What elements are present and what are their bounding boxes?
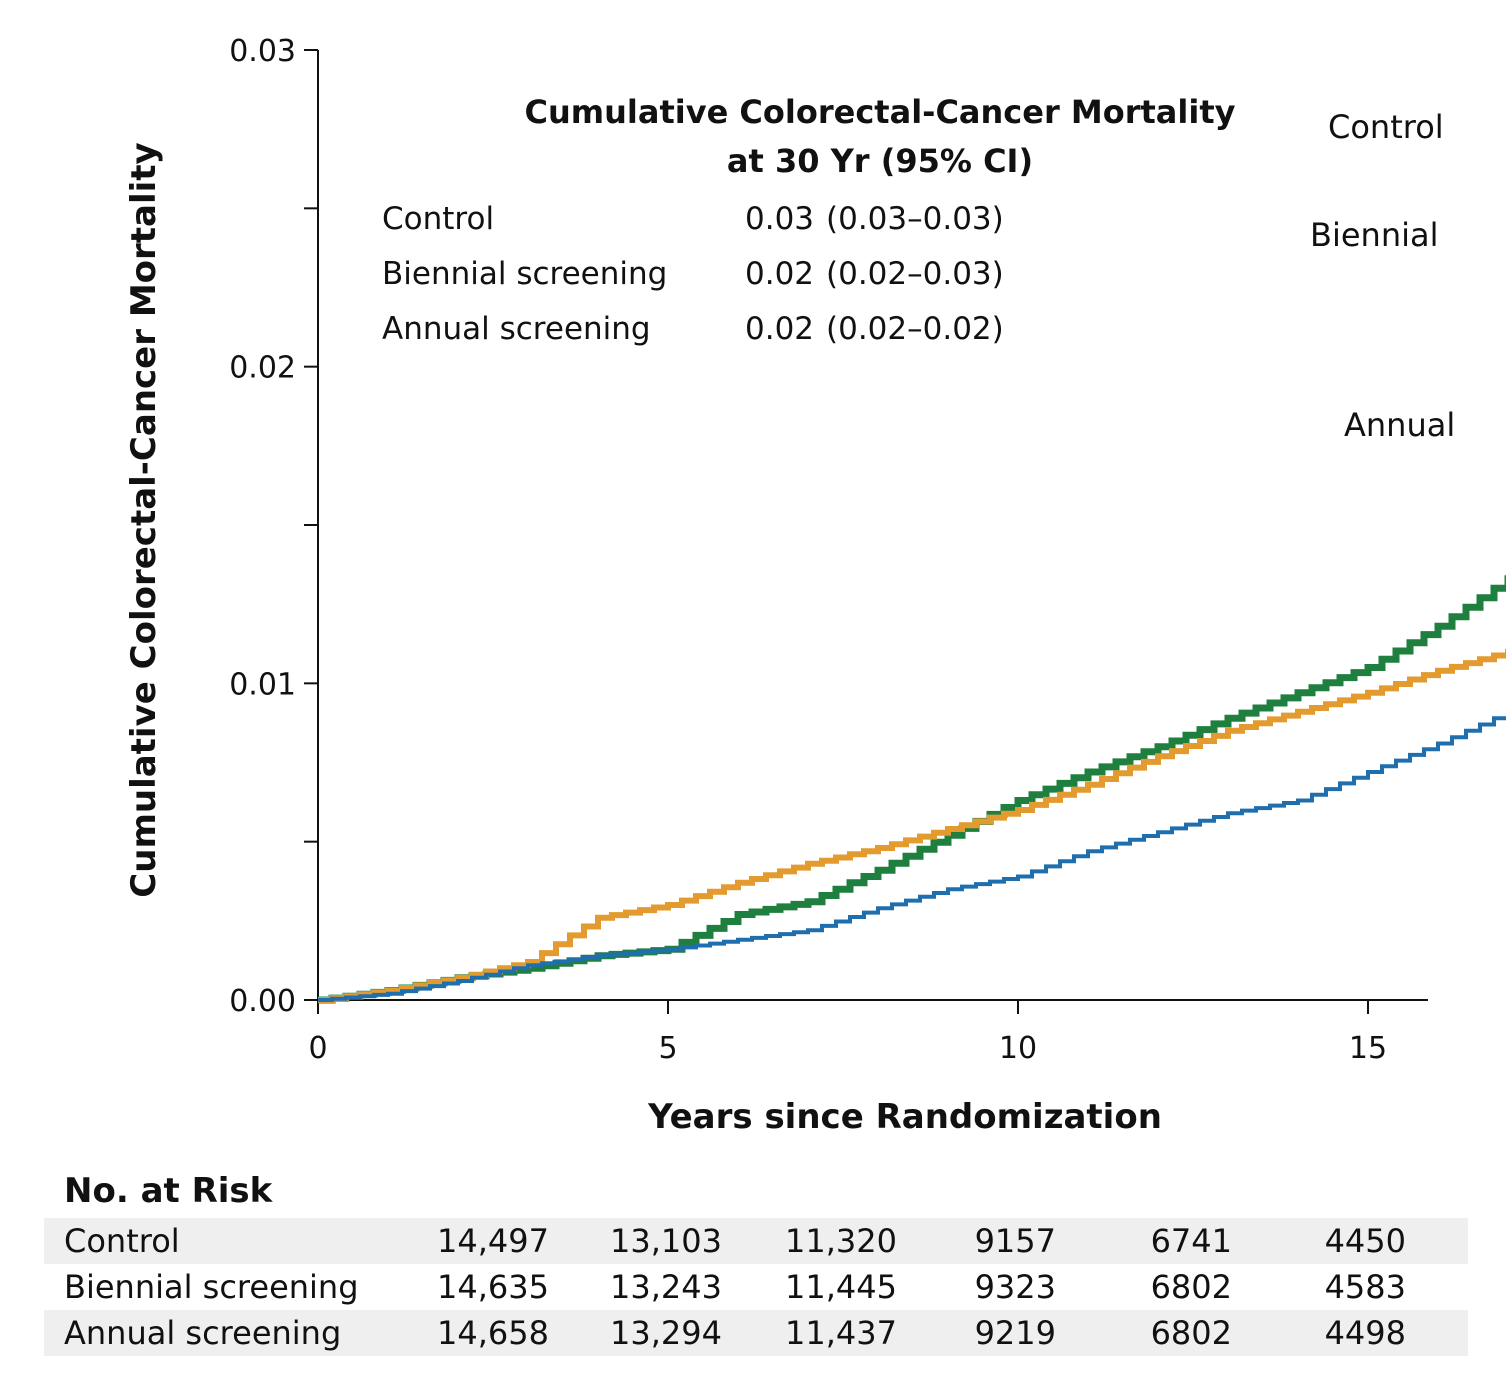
- y-axis-title: Cumulative Colorectal-Cancer Mortality: [124, 142, 164, 897]
- inset-title-line2: at 30 Yr (95% CI): [727, 142, 1033, 180]
- risk-row-value: 11,437: [785, 1314, 897, 1352]
- risk-row-value: 13,243: [610, 1268, 722, 1306]
- x-tick-label: 5: [658, 1031, 677, 1066]
- risk-row-value: 11,320: [785, 1222, 897, 1260]
- risk-row-value: 9219: [974, 1314, 1056, 1352]
- inset-row-label: Control: [382, 201, 494, 237]
- inset-row-value: 0.02: [745, 311, 814, 347]
- risk-row-value: 14,635: [437, 1268, 549, 1306]
- axes: 0510152025300.000.010.020.03: [229, 34, 1428, 1066]
- series-line-annual: [318, 709, 1506, 1002]
- risk-table-row: Control 14,497 13,103 11,320 9157 6741 4450: [44, 1218, 1468, 1264]
- inset-title-line1: Cumulative Colorectal-Cancer Mortality: [525, 93, 1236, 131]
- risk-row-value: 4498: [1324, 1314, 1406, 1352]
- x-tick-label: 0: [308, 1031, 327, 1066]
- risk-table-title: No. at Risk: [64, 1171, 273, 1211]
- risk-row-value: 4583: [1324, 1268, 1406, 1306]
- y-tick-label: 0.01: [229, 667, 296, 702]
- risk-row-value: 6802: [1150, 1314, 1232, 1352]
- inset-row-ci: (0.03–0.03): [826, 201, 1004, 237]
- series-label-control: Control: [1328, 108, 1444, 146]
- risk-row-value: 13,294: [610, 1314, 722, 1352]
- risk-row-value: 13,103: [610, 1222, 722, 1260]
- y-tick-label: 0.03: [229, 34, 296, 69]
- risk-row-value: 14,658: [437, 1314, 549, 1352]
- inset-summary: Cumulative Colorectal-Cancer Mortality a…: [382, 93, 1236, 347]
- risk-row-value: 9157: [974, 1222, 1056, 1260]
- risk-row-value: 6741: [1150, 1222, 1232, 1260]
- inset-row-value: 0.02: [745, 256, 814, 292]
- x-tick-label: 15: [1349, 1031, 1387, 1066]
- y-tick-label: 0.00: [229, 984, 296, 1019]
- series-layer: [318, 575, 1506, 1004]
- risk-row-label: Annual screening: [64, 1314, 342, 1352]
- risk-row-value: 6802: [1150, 1268, 1232, 1306]
- risk-row-label: Biennial screening: [64, 1268, 359, 1306]
- series-label-biennial: Biennial: [1310, 216, 1438, 254]
- inset-row-label: Annual screening: [382, 311, 651, 347]
- inset-row-label: Biennial screening: [382, 256, 667, 292]
- inset-row-ci: (0.02–0.02): [826, 311, 1004, 347]
- y-tick-label: 0.02: [229, 351, 296, 386]
- risk-row-label: Control: [64, 1222, 180, 1260]
- series-line-biennial: [318, 648, 1506, 1003]
- series-label-annual: Annual: [1344, 406, 1455, 444]
- risk-row-value: 9323: [974, 1268, 1056, 1306]
- risk-table-row: Annual screening 14,658 13,294 11,437 9219 68…: [44, 1310, 1468, 1356]
- x-tick-label: 10: [999, 1031, 1037, 1066]
- risk-row-value: 4450: [1324, 1222, 1406, 1260]
- risk-table-rows: Control 14,497 13,103 11,320 9157 6741 4450 Bie…: [44, 1218, 1468, 1356]
- risk-table: No. at Risk Control 14,497 13,103 11,320 915…: [44, 1170, 1468, 1356]
- risk-row-value: 14,497: [437, 1222, 549, 1260]
- x-axis-title: Years since Randomization: [647, 1097, 1162, 1137]
- inset-row-ci: (0.02–0.03): [826, 256, 1004, 292]
- risk-table-row: Biennial screening 14,635 13,243 11,445 9323…: [44, 1264, 1468, 1310]
- km-chart: 0510152025300.000.010.020.03 ControlBien…: [124, 34, 1506, 1137]
- labels-layer: Control Biennial Annual: [1310, 108, 1455, 444]
- inset-row-value: 0.03: [745, 201, 814, 237]
- risk-row-value: 11,445: [785, 1268, 897, 1306]
